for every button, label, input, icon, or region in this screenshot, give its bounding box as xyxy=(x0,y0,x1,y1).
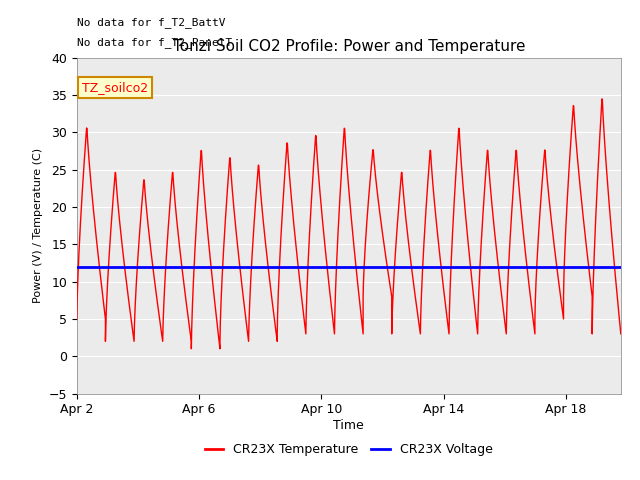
X-axis label: Time: Time xyxy=(333,419,364,432)
Title: Tonzi Soil CO2 Profile: Power and Temperature: Tonzi Soil CO2 Profile: Power and Temper… xyxy=(173,39,525,54)
Text: TZ_soilco2: TZ_soilco2 xyxy=(82,81,148,94)
Text: No data for f_T2_BattV: No data for f_T2_BattV xyxy=(77,17,225,28)
Text: No data for f_T2_PanelT: No data for f_T2_PanelT xyxy=(77,37,232,48)
Legend: CR23X Temperature, CR23X Voltage: CR23X Temperature, CR23X Voltage xyxy=(200,438,498,461)
Y-axis label: Power (V) / Temperature (C): Power (V) / Temperature (C) xyxy=(33,148,43,303)
